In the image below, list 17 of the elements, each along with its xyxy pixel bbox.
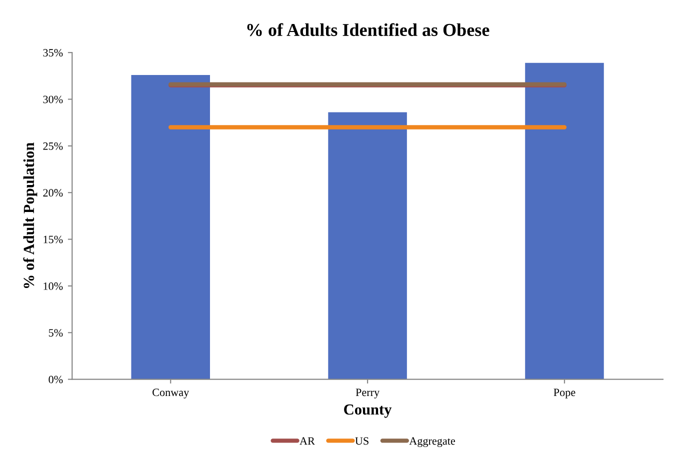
y-tick-label: 25% xyxy=(43,142,63,150)
chart-title: % of Adults Identified as Obese xyxy=(247,23,490,36)
y-tick-label: 30% xyxy=(43,96,63,104)
x-axis-title: County xyxy=(344,404,392,418)
x-tick-label: Perry xyxy=(356,388,380,398)
legend-label: Aggregate xyxy=(409,437,456,447)
y-tick-label: 5% xyxy=(48,329,63,337)
y-tick-label: 35% xyxy=(43,49,63,57)
y-tick-label: 20% xyxy=(43,189,63,197)
x-tick-label: Pope xyxy=(554,388,576,398)
y-tick-label: 15% xyxy=(44,236,63,244)
y-axis-title: % of Adult Population xyxy=(23,142,38,288)
legend-label: US xyxy=(355,437,368,445)
x-tick-label: Conway xyxy=(152,388,190,398)
y-tick-label: 0% xyxy=(48,376,63,384)
y-tick-label: 10% xyxy=(44,282,63,290)
legend-label: AR xyxy=(300,437,315,445)
